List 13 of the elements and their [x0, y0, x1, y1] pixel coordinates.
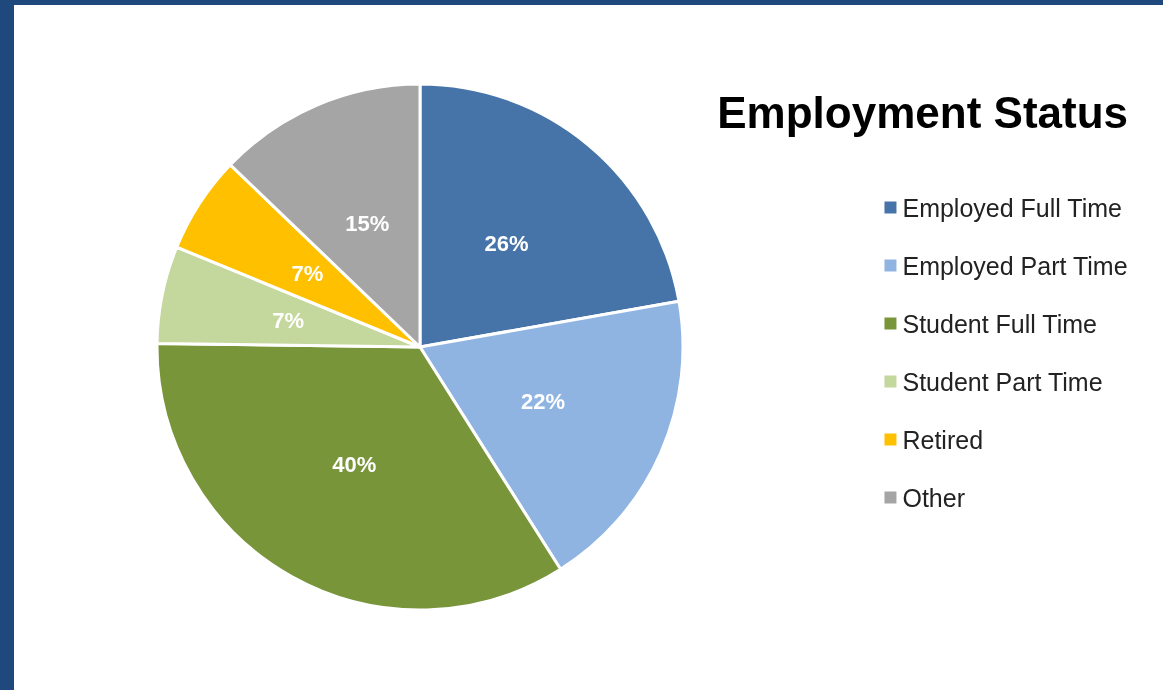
legend-label: Retired [902, 425, 984, 454]
chart-title: Employment Status [717, 87, 1129, 137]
legend-label: Student Full Time [902, 309, 1097, 338]
data-label: 7% [291, 261, 324, 287]
data-label: 26% [484, 231, 529, 257]
data-label: 15% [345, 210, 390, 236]
data-label: 40% [332, 451, 377, 477]
legend-label: Other [902, 483, 965, 512]
legend-label: Student Part Time [902, 367, 1103, 396]
data-label: 22% [520, 388, 566, 414]
legend-label: Employed Full Time [902, 193, 1122, 222]
legend-label: Employed Part Time [902, 251, 1128, 280]
data-label: 7% [272, 307, 305, 333]
